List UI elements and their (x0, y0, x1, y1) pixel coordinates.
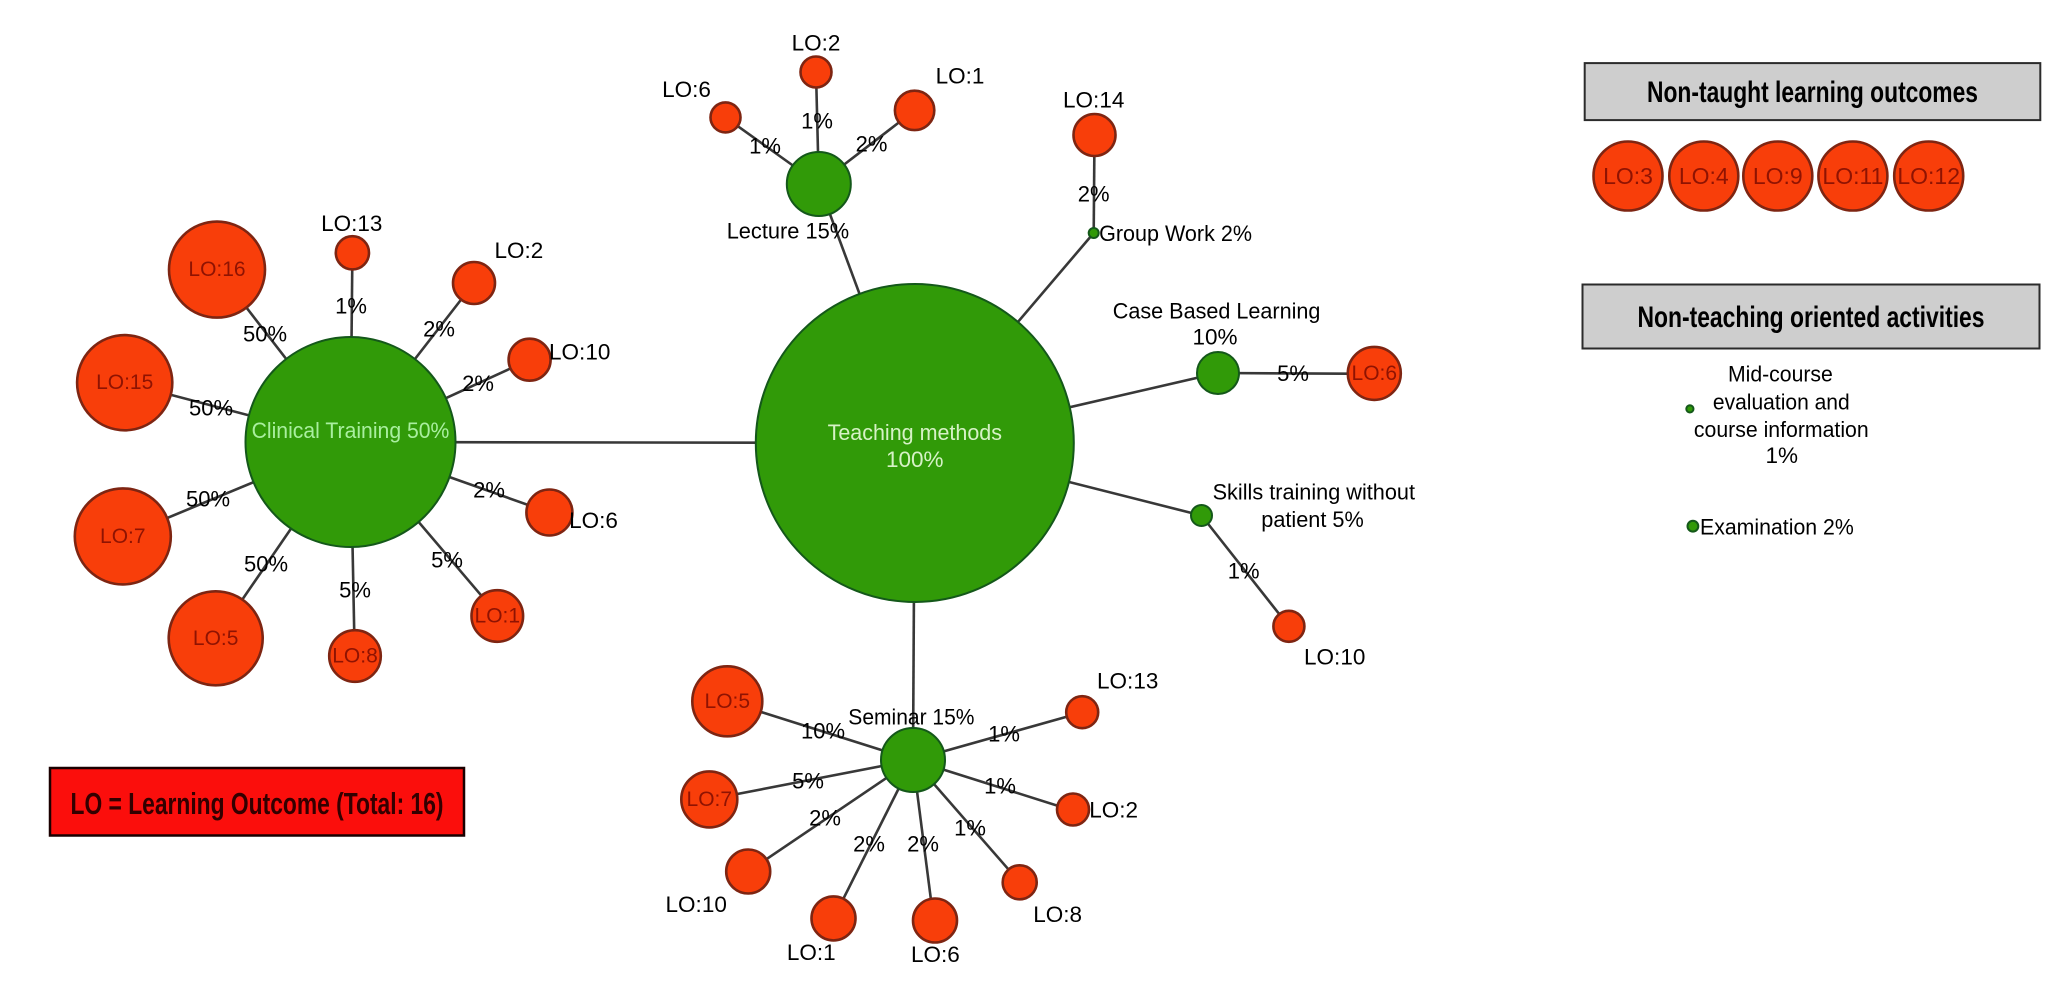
svg-text:LO:6: LO:6 (662, 77, 711, 102)
svg-text:Non-taught learning outcomes: Non-taught learning outcomes (1647, 76, 1978, 109)
svg-text:2%: 2% (1078, 182, 1110, 207)
svg-text:1%: 1% (954, 816, 986, 841)
svg-text:course information: course information (1694, 417, 1869, 442)
svg-text:LO:3: LO:3 (1603, 163, 1653, 189)
svg-text:LO:8: LO:8 (332, 645, 378, 668)
svg-text:LO:1: LO:1 (936, 64, 985, 89)
svg-text:LO:8: LO:8 (1033, 902, 1082, 927)
svg-text:LO:2: LO:2 (792, 31, 841, 56)
svg-text:LO:16: LO:16 (188, 258, 245, 281)
svg-text:2%: 2% (907, 832, 939, 857)
svg-text:LO:13: LO:13 (1097, 669, 1158, 694)
svg-text:5%: 5% (339, 578, 371, 603)
svg-text:50%: 50% (189, 396, 233, 421)
svg-text:LO:10: LO:10 (666, 892, 727, 917)
svg-text:5%: 5% (431, 548, 463, 573)
svg-text:LO:9: LO:9 (1753, 163, 1803, 189)
svg-text:2%: 2% (856, 132, 888, 157)
svg-text:5%: 5% (1277, 361, 1309, 386)
svg-text:Case Based Learning: Case Based Learning (1113, 298, 1321, 323)
svg-text:LO:12: LO:12 (1897, 163, 1960, 189)
svg-text:Clinical Training 50%: Clinical Training 50% (252, 418, 450, 443)
svg-text:Non-teaching oriented activiti: Non-teaching oriented activities (1638, 301, 1985, 334)
svg-text:2%: 2% (809, 806, 841, 831)
svg-text:LO:10: LO:10 (1304, 645, 1365, 670)
svg-text:10%: 10% (1192, 325, 1237, 350)
svg-text:50%: 50% (186, 487, 230, 512)
svg-text:1%: 1% (1766, 443, 1799, 468)
svg-text:LO:6: LO:6 (911, 942, 960, 967)
svg-text:LO:14: LO:14 (1063, 88, 1124, 113)
svg-text:Lecture 15%: Lecture 15% (727, 219, 849, 244)
svg-text:LO:6: LO:6 (569, 508, 618, 533)
svg-text:Mid-course: Mid-course (1728, 362, 1833, 387)
svg-text:LO:5: LO:5 (193, 627, 239, 650)
svg-text:LO = Learning Outcome (Total:: LO = Learning Outcome (Total: 16) (71, 786, 444, 821)
svg-text:evaluation and: evaluation and (1713, 390, 1850, 415)
svg-text:1%: 1% (984, 774, 1016, 799)
svg-text:LO:1: LO:1 (787, 940, 836, 965)
svg-text:2%: 2% (473, 478, 505, 503)
svg-text:LO:6: LO:6 (1352, 362, 1398, 385)
svg-text:LO:2: LO:2 (495, 238, 544, 263)
svg-text:2%: 2% (853, 832, 885, 857)
svg-text:1%: 1% (988, 722, 1020, 747)
svg-text:Skills training without: Skills training without (1213, 480, 1416, 505)
svg-text:LO:15: LO:15 (96, 371, 153, 394)
svg-text:5%: 5% (792, 769, 824, 794)
svg-text:LO:7: LO:7 (687, 788, 733, 811)
svg-text:LO:5: LO:5 (705, 690, 751, 713)
svg-text:2%: 2% (423, 317, 455, 342)
svg-text:LO:1: LO:1 (475, 605, 521, 628)
svg-text:LO:11: LO:11 (1822, 163, 1883, 189)
svg-text:100%: 100% (886, 447, 944, 472)
svg-text:Seminar 15%: Seminar 15% (848, 705, 974, 730)
svg-text:1%: 1% (749, 134, 781, 159)
svg-text:1%: 1% (801, 109, 833, 134)
svg-text:10%: 10% (801, 719, 845, 744)
svg-text:LO:2: LO:2 (1089, 798, 1138, 823)
svg-text:LO:10: LO:10 (549, 340, 610, 365)
svg-text:Examination 2%: Examination 2% (1700, 514, 1854, 539)
svg-text:1%: 1% (1228, 559, 1260, 584)
svg-text:LO:4: LO:4 (1679, 163, 1729, 189)
svg-text:50%: 50% (243, 322, 287, 347)
svg-text:2%: 2% (462, 371, 494, 396)
svg-text:1%: 1% (335, 294, 367, 319)
svg-text:patient 5%: patient 5% (1261, 507, 1364, 532)
svg-text:Teaching methods: Teaching methods (828, 420, 1002, 445)
svg-text:50%: 50% (244, 552, 288, 577)
svg-text:Group Work 2%: Group Work 2% (1099, 221, 1252, 246)
svg-text:LO:13: LO:13 (321, 211, 382, 236)
svg-text:LO:7: LO:7 (100, 525, 146, 548)
